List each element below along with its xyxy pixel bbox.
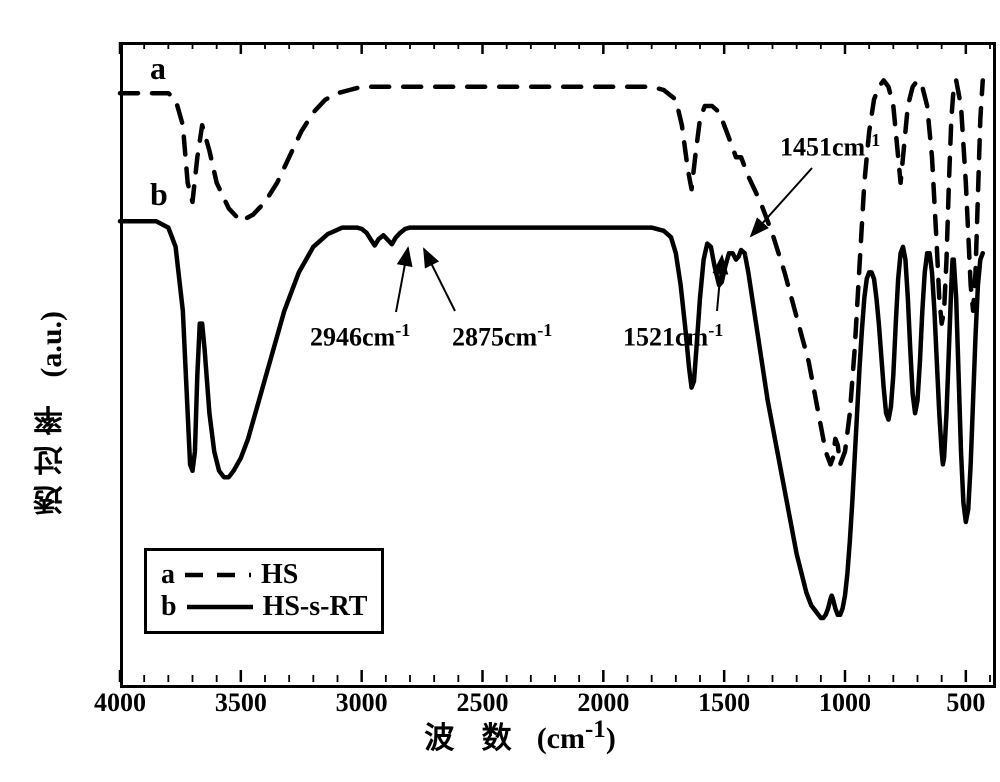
legend-item: a HS xyxy=(161,559,367,591)
x-axis-label: 波 数 (cm-1) xyxy=(424,713,616,757)
peak-label: 1521cm-1 xyxy=(623,320,723,353)
series-b-letter: b xyxy=(150,176,168,213)
x-axis-label-close: ) xyxy=(606,722,616,755)
legend-line-icon xyxy=(183,565,253,585)
peak-label: 2946cm-1 xyxy=(310,320,410,353)
x-tick-label: 3500 xyxy=(211,688,271,718)
x-tick-label: 1000 xyxy=(815,688,875,718)
x-tick-label: 1500 xyxy=(694,688,754,718)
ftir-chart: 透过率 (a.u.) 40003500300025002000150010005… xyxy=(20,20,1000,762)
x-tick-label: 4000 xyxy=(90,688,150,718)
legend-item: b HS-s-RT xyxy=(161,591,367,623)
peak-label: 2875cm-1 xyxy=(452,320,552,353)
peak-label: 1451cm-1 xyxy=(780,130,880,163)
x-tick-label: 3000 xyxy=(332,688,392,718)
x-axis-label-cn: 波 数 xyxy=(424,722,522,755)
series-a-letter: a xyxy=(150,50,166,87)
legend-letter: a xyxy=(161,559,175,591)
x-axis-label-unit: (cm xyxy=(537,722,585,755)
x-tick-label: 500 xyxy=(936,688,996,718)
legend: a HS b HS-s-RT xyxy=(144,548,384,634)
x-axis-label-sup: -1 xyxy=(585,716,606,743)
legend-name: HS xyxy=(261,559,298,591)
legend-name: HS-s-RT xyxy=(263,591,368,623)
legend-line-icon xyxy=(185,597,255,617)
legend-letter: b xyxy=(161,591,177,623)
